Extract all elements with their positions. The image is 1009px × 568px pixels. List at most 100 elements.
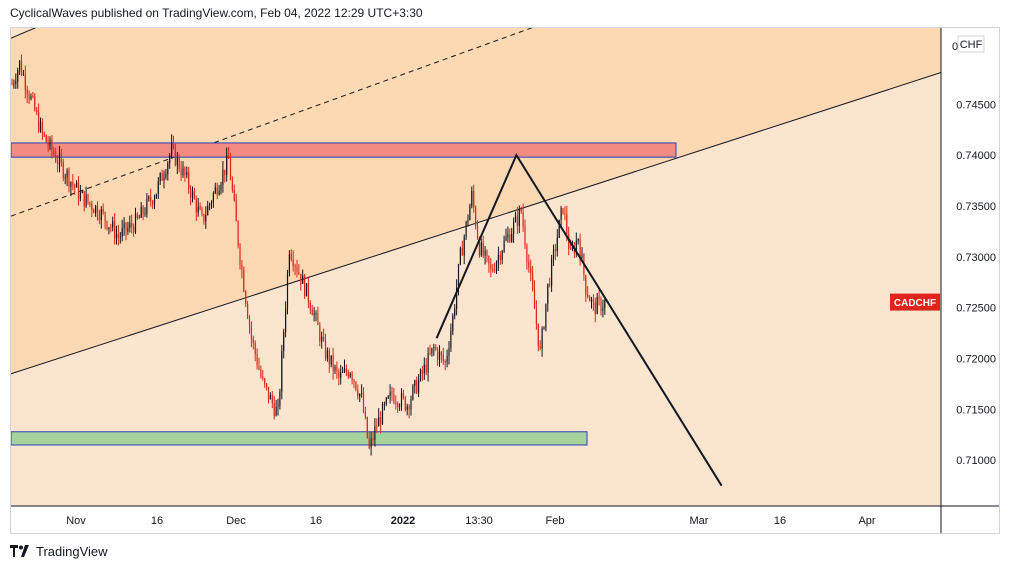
candle-body <box>490 264 492 269</box>
candle-body <box>115 233 118 239</box>
candle-body <box>543 328 545 330</box>
y-tick-label: 0.73000 <box>956 252 996 264</box>
candle-body <box>514 215 517 222</box>
candle-body <box>433 346 435 348</box>
candle-body <box>315 313 317 314</box>
candle-body <box>311 309 313 316</box>
candle-body <box>72 182 74 185</box>
candle-body <box>562 208 564 214</box>
candle-body <box>429 353 431 354</box>
price-chart[interactable]: 0.71000 0.71500 0.72000 0.72500 0.73000 0.735… <box>11 28 1000 534</box>
chart-panel[interactable]: 0.71000 0.71500 0.72000 0.72500 0.73000 0.735… <box>10 27 1000 534</box>
candle-body <box>600 298 602 311</box>
candle-body <box>283 332 285 352</box>
candle-body <box>182 167 184 176</box>
currency-unit-badge[interactable] <box>957 35 985 53</box>
candle-body <box>172 142 175 146</box>
candle-body <box>252 338 254 343</box>
candle-body <box>298 271 300 274</box>
candle-body <box>313 313 315 316</box>
candle-body <box>53 150 55 155</box>
candle-body <box>300 273 302 284</box>
candle-body <box>380 417 382 425</box>
candle-body <box>592 299 594 303</box>
candle-body <box>602 307 604 311</box>
candle-body <box>26 89 28 95</box>
candle-body <box>218 190 220 195</box>
candle-body <box>307 283 309 303</box>
candle-body <box>408 406 410 410</box>
candle-body <box>275 406 277 416</box>
x-tick-label: 2022 <box>391 515 415 527</box>
candle-body <box>507 234 509 238</box>
candle-body <box>397 403 399 408</box>
candle-body <box>190 188 192 198</box>
candle-body <box>180 169 182 176</box>
channel-mid-dashed-line[interactable] <box>11 28 573 217</box>
candle-body <box>184 167 186 176</box>
candle-body <box>256 354 258 366</box>
candle-body <box>104 212 106 222</box>
candle-body <box>96 205 99 217</box>
candle-body <box>136 213 138 218</box>
candle-body <box>148 196 150 199</box>
candle-body <box>87 194 89 203</box>
y-tick-label: 0.73500 <box>956 201 996 213</box>
candle-body <box>440 352 442 356</box>
candle-body <box>446 355 448 363</box>
candle-body <box>347 372 349 377</box>
candle-body <box>243 269 245 292</box>
candle-body <box>520 208 522 212</box>
resistance-zone[interactable] <box>11 142 677 158</box>
y-tick-label: 0.71500 <box>956 404 996 416</box>
candle-body <box>499 254 501 260</box>
candle-body <box>419 369 422 380</box>
projection-zigzag-line[interactable] <box>435 152 723 487</box>
candle-body <box>505 237 507 241</box>
candle-body <box>15 81 17 84</box>
candle-body <box>13 83 15 85</box>
candle-body <box>191 191 194 198</box>
candle-body <box>594 302 596 315</box>
candle-body <box>81 191 83 193</box>
candle-body <box>239 245 241 265</box>
candle-body <box>549 283 551 286</box>
candle-body <box>250 326 252 339</box>
candle-body <box>11 83 13 85</box>
candle-body <box>457 264 460 288</box>
candle-body <box>590 299 593 302</box>
tradingview-logo-icon <box>10 545 29 557</box>
candle-body <box>153 198 156 205</box>
candle-body <box>541 328 543 349</box>
candle-body <box>296 266 298 272</box>
candle-body <box>174 145 176 166</box>
candle-body <box>581 254 583 259</box>
candle-body <box>587 294 589 298</box>
x-tick-label: Nov <box>66 515 86 527</box>
candle-body <box>537 323 539 346</box>
candle-body <box>469 206 471 220</box>
candle-body <box>138 217 140 219</box>
candle-body <box>387 396 389 398</box>
candle-body <box>134 213 137 233</box>
candle-body <box>309 302 311 310</box>
y-tick-label-top: 0 <box>952 41 958 53</box>
candle-body <box>17 70 19 82</box>
support-zone[interactable] <box>11 431 588 446</box>
x-tick-label: Mar <box>690 515 709 527</box>
candle-body <box>551 258 553 286</box>
currency-unit-label: CHF <box>960 39 983 51</box>
candle-body <box>129 222 131 228</box>
symbol-price-label[interactable] <box>890 293 940 311</box>
candle-body <box>45 135 47 143</box>
candle-body <box>389 391 391 397</box>
candle-body <box>167 163 169 174</box>
footer-brand[interactable]: TradingView <box>10 542 108 560</box>
candle-body <box>119 236 121 238</box>
candle-body <box>186 172 188 176</box>
candle-body <box>133 226 135 233</box>
candle-body <box>404 396 406 410</box>
candle-body <box>159 173 161 182</box>
candle-body <box>570 248 572 250</box>
candle-body <box>332 355 334 371</box>
